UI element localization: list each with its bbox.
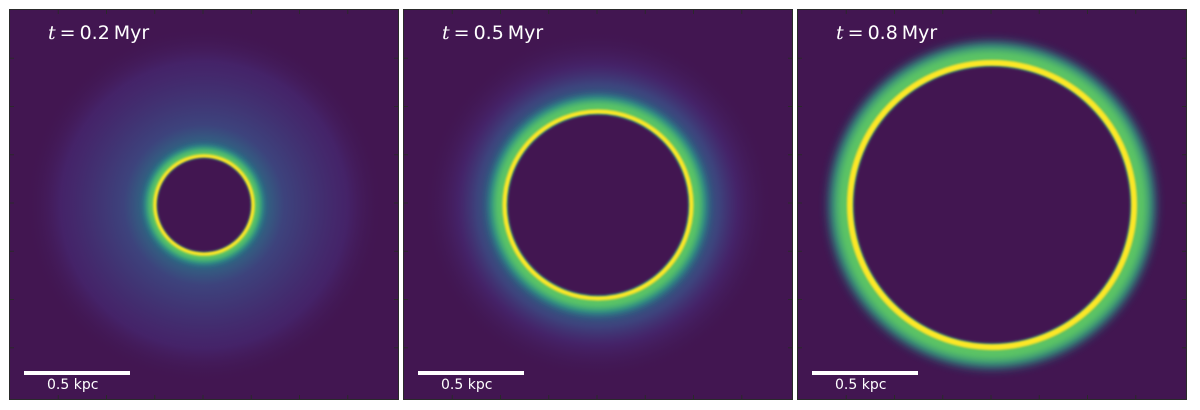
time-equals: =: [59, 22, 76, 44]
scale-label-2: 0.5 kpc: [441, 377, 493, 393]
time-unit: Myr: [901, 22, 938, 44]
density-map-2: [404, 10, 792, 399]
scale-bar-3: [812, 371, 918, 375]
time-variable: t: [442, 22, 450, 44]
scale-bar-2: [418, 371, 524, 375]
shell-bright-edge: [846, 59, 1138, 351]
time-value: 0.2: [79, 22, 110, 44]
scale-bar-1: [24, 371, 130, 375]
shell-bright-edge: [502, 109, 694, 301]
time-unit: Myr: [113, 22, 150, 44]
scale-label-1: 0.5 kpc: [47, 377, 99, 393]
cavity: [507, 114, 689, 296]
time-unit: Myr: [507, 22, 544, 44]
time-variable: t: [48, 22, 56, 44]
time-equals: =: [847, 22, 864, 44]
cavity: [854, 67, 1130, 343]
time-variable: t: [836, 22, 844, 44]
time-value: 0.5: [473, 22, 504, 44]
time-label-3: t = 0.8 Myr: [836, 22, 937, 44]
panel-1: t = 0.2 Myr 0.5 kpc: [9, 9, 399, 400]
scale-label-3: 0.5 kpc: [835, 377, 887, 393]
density-map-1: [10, 10, 398, 399]
time-label-2: t = 0.5 Myr: [442, 22, 543, 44]
panel-3: t = 0.8 Myr 0.5 kpc: [797, 9, 1187, 400]
density-map-3: [798, 10, 1186, 399]
time-equals: =: [453, 22, 470, 44]
time-value: 0.8: [867, 22, 898, 44]
shell-band: [147, 148, 261, 262]
time-label-1: t = 0.2 Myr: [48, 22, 149, 44]
shell-bright-edge: [153, 154, 255, 256]
cavity: [157, 158, 251, 252]
panel-2: t = 0.5 Myr 0.5 kpc: [403, 9, 793, 400]
shell-band: [835, 48, 1149, 362]
shell-band: [493, 100, 703, 310]
